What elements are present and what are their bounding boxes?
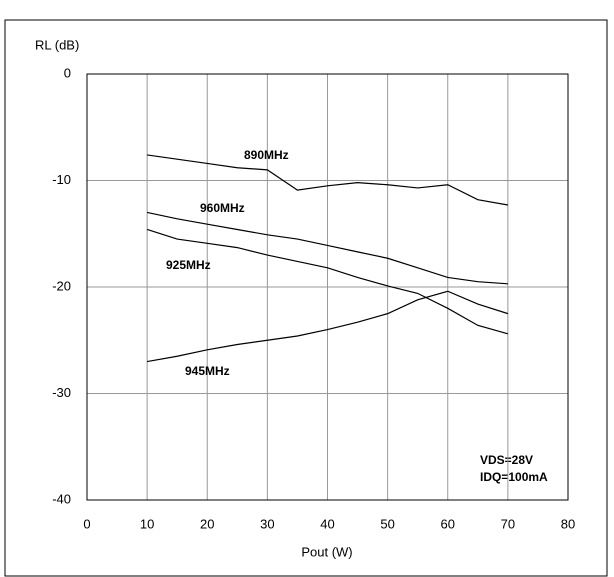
series-line <box>147 211 508 285</box>
y-tick-label: -40 <box>52 491 71 506</box>
series-line <box>147 290 509 363</box>
series-label: 960MHz <box>200 201 245 215</box>
series-label: 925MHz <box>166 258 211 272</box>
y-tick-label: -30 <box>52 385 71 400</box>
annotation: IDQ=100mA <box>480 470 548 484</box>
annotation: VDS=28V <box>480 453 533 467</box>
x-tick-label: 30 <box>260 516 274 531</box>
x-tick-label: 10 <box>140 516 154 531</box>
y-axis-label: RL (dB) <box>35 37 79 52</box>
x-tick-label: 0 <box>83 516 90 531</box>
x-tick-label: 80 <box>561 516 575 531</box>
y-tick-label: -10 <box>52 172 71 187</box>
x-tick-label: 70 <box>501 516 515 531</box>
x-tick-label: 60 <box>441 516 455 531</box>
x-axis-label: Pout (W) <box>301 544 352 559</box>
series-line <box>147 154 508 206</box>
series-label: 945MHz <box>185 364 230 378</box>
y-tick-label: 0 <box>64 65 71 80</box>
frame <box>4 19 608 577</box>
plot-area <box>86 73 569 501</box>
series-label: 890MHz <box>244 148 289 162</box>
y-tick-label: -20 <box>52 278 71 293</box>
series-line <box>146 228 509 335</box>
x-tick-label: 40 <box>320 516 334 531</box>
x-tick-label: 20 <box>200 516 214 531</box>
x-tick-label: 50 <box>380 516 394 531</box>
